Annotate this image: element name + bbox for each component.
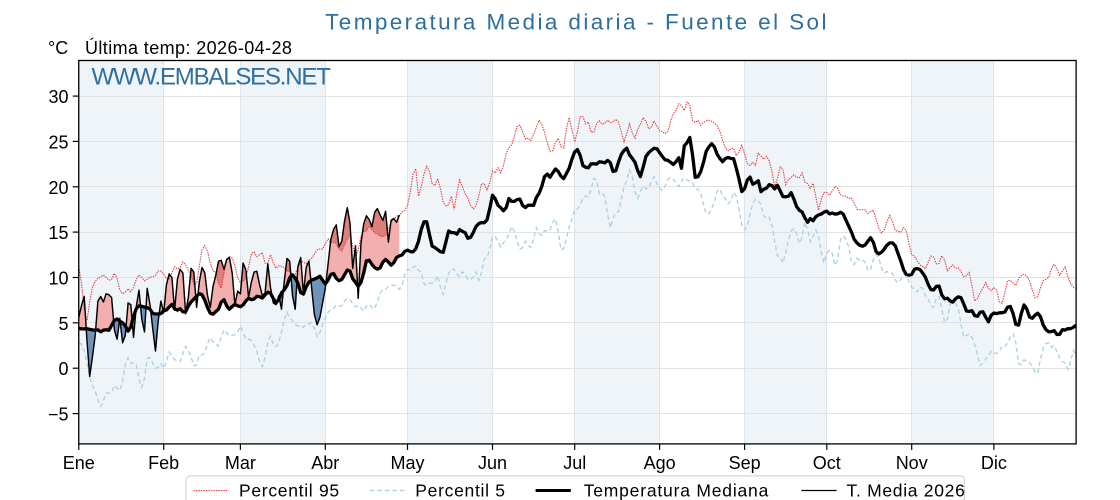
svg-text:WWW.EMBALSES.NET: WWW.EMBALSES.NET [92, 64, 332, 91]
svg-text:15: 15 [48, 223, 68, 243]
svg-text:Temperatura Media diaria - Fue: Temperatura Media diaria - Fuente el Sol [325, 10, 829, 35]
svg-text:5: 5 [58, 314, 68, 334]
svg-text:Ene: Ene [63, 453, 95, 473]
svg-text:Feb: Feb [148, 453, 179, 473]
svg-text:Ago: Ago [644, 453, 676, 473]
svg-text:25: 25 [48, 132, 68, 152]
svg-text:°C: °C [48, 38, 68, 58]
svg-text:Jun: Jun [478, 453, 507, 473]
svg-text:Mar: Mar [225, 453, 256, 473]
svg-text:30: 30 [48, 87, 68, 107]
svg-text:Nov: Nov [896, 453, 928, 473]
svg-text:May: May [390, 453, 424, 473]
svg-text:−5: −5 [48, 405, 69, 425]
svg-text:20: 20 [48, 178, 68, 198]
svg-text:Temperatura Mediana: Temperatura Mediana [584, 481, 769, 500]
svg-text:Percentil 5: Percentil 5 [415, 481, 505, 500]
svg-text:0: 0 [58, 359, 68, 379]
svg-text:Oct: Oct [813, 453, 841, 473]
svg-text:T. Media 2026: T. Media 2026 [847, 481, 966, 500]
svg-text:Última temp: 2026-04-28: Última temp: 2026-04-28 [85, 37, 292, 58]
svg-text:Jul: Jul [563, 453, 586, 473]
svg-text:Sep: Sep [729, 453, 761, 473]
svg-text:Abr: Abr [311, 453, 339, 473]
svg-text:Percentil 95: Percentil 95 [239, 481, 340, 500]
svg-text:Dic: Dic [981, 453, 1007, 473]
svg-text:10: 10 [48, 269, 68, 289]
